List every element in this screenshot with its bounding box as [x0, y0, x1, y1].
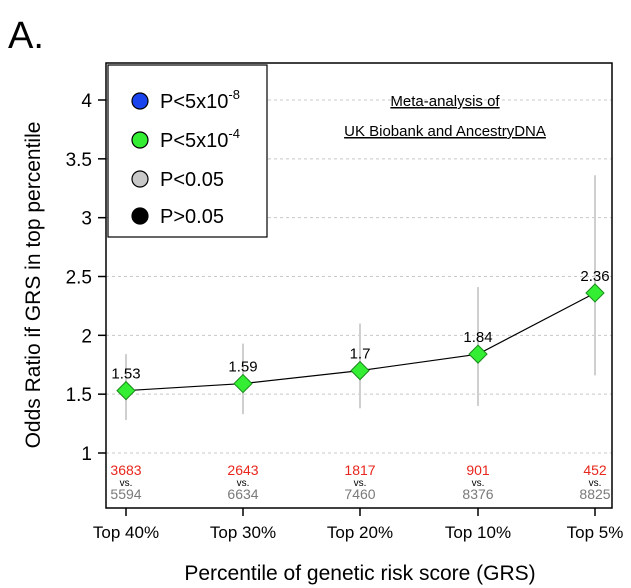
case-count: 1817	[344, 462, 375, 478]
data-point	[585, 283, 605, 303]
case-count: 452	[583, 462, 607, 478]
legend-box	[107, 64, 268, 238]
legend-marker	[131, 207, 149, 225]
legend-label-base: P<5x10	[160, 91, 228, 113]
vs-label: vs.	[472, 478, 485, 489]
legend-label-base: P>0.05	[160, 206, 224, 228]
legend-label: P<5x10-8	[160, 87, 240, 113]
y-tick-label: 2.5	[66, 268, 92, 289]
y-tick-label: 1.5	[66, 385, 92, 406]
point-label: 1.84	[463, 329, 492, 346]
annotation-line-1: Meta-analysis of	[390, 93, 500, 110]
legend-label-exponent: -8	[228, 87, 240, 102]
sample-counts: 3683vs.55942643vs.66341817vs.7460901vs.8…	[110, 462, 610, 502]
panel-label: A.	[8, 15, 44, 57]
case-count: 2643	[227, 462, 258, 478]
x-tick-label: Top 20%	[327, 523, 393, 542]
x-tick-label: Top 30%	[210, 523, 276, 542]
annotation-line-2: UK Biobank and AncestryDNA	[344, 123, 546, 140]
y-tick-label: 1	[81, 444, 92, 465]
y-tick-label: 4	[81, 91, 92, 112]
control-count: 8825	[579, 486, 610, 502]
legend-marker	[131, 92, 149, 110]
case-count: 3683	[110, 462, 141, 478]
data-points	[116, 283, 605, 401]
vs-label: vs.	[237, 478, 250, 489]
vs-label: vs.	[354, 478, 367, 489]
case-count: 901	[466, 462, 490, 478]
y-tick-label: 2	[81, 326, 92, 347]
annotation: Meta-analysis of UK Biobank and Ancestry…	[344, 93, 546, 140]
legend-marker	[131, 131, 149, 149]
control-count: 7460	[344, 486, 375, 502]
vs-label: vs.	[589, 478, 602, 489]
legend-label-base: P<0.05	[160, 169, 224, 191]
x-axis-label: Percentile of genetic risk score (GRS)	[184, 562, 535, 585]
x-tick-label: Top 5%	[567, 523, 624, 542]
legend-label-base: P<5x10	[160, 130, 228, 152]
vs-label: vs.	[120, 478, 133, 489]
data-point	[116, 380, 136, 401]
control-count: 5594	[110, 486, 141, 502]
x-tick-label: Top 40%	[93, 523, 159, 542]
legend: P<5x10-8P<5x10-4P<0.05P>0.05	[107, 64, 268, 238]
legend-label-exponent: -4	[228, 126, 240, 141]
y-axis-label: Odds Ratio if GRS in top percentile	[22, 122, 45, 449]
legend-label: P>0.05	[160, 206, 224, 228]
legend-marker	[131, 170, 149, 188]
point-label: 1.7	[350, 346, 371, 363]
point-labels: 1.53 1.59 1.7 1.84 2.36	[111, 268, 609, 383]
data-point	[468, 344, 488, 364]
plot-frame	[105, 62, 613, 509]
y-tick-label: 3.5	[66, 150, 92, 171]
point-label: 2.36	[580, 268, 609, 285]
y-axis: 1 1.5 2 2.5 3 3.5 4	[66, 91, 106, 465]
x-axis: Top 40% Top 30% Top 20% Top 10% Top 5%	[93, 508, 623, 542]
legend-label: P<0.05	[160, 169, 224, 191]
data-point	[350, 360, 370, 381]
point-label: 1.59	[228, 359, 257, 376]
control-count: 6634	[227, 486, 258, 502]
legend-label: P<5x10-4	[160, 126, 240, 152]
control-count: 8376	[462, 486, 493, 502]
x-tick-label: Top 10%	[445, 523, 511, 542]
y-tick-label: 3	[81, 209, 92, 230]
point-label: 1.53	[111, 366, 140, 383]
data-point	[233, 373, 253, 394]
